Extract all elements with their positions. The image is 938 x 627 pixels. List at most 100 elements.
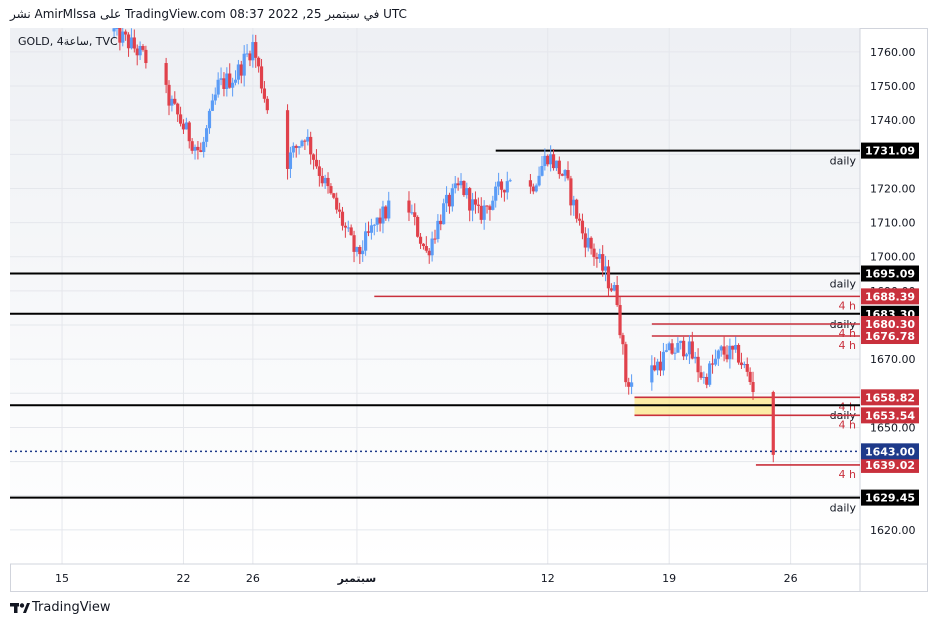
candle-down [352,235,356,252]
candle-up [629,382,634,387]
candle-up [219,78,223,80]
candle-down [335,197,339,210]
candle-up [563,170,567,176]
price-tag-bg [861,288,919,305]
candle-up [716,350,720,359]
candle-up [375,217,379,225]
candle-down [135,48,139,56]
current-price-tag: 1643.00 [861,443,919,460]
candle-down [601,254,605,271]
candle-up [193,146,197,151]
h4-label: 4 h [839,418,856,431]
candle-down [722,346,726,355]
candle-up [598,254,602,259]
candle-up [204,128,209,142]
candle-down [627,382,631,387]
price-tag: 1676.78 [861,328,919,345]
candle-up [661,351,666,371]
candle-up [470,199,475,211]
candle-down [427,250,431,256]
candle-down [462,180,466,196]
candle-down [311,154,316,160]
candle-up [306,136,310,142]
candle-up [482,205,486,220]
candle-up [508,180,512,182]
candle-down [699,372,703,378]
price-tag: 1695.09 [861,265,919,282]
candle-down [577,218,582,221]
candle-up [453,183,457,189]
candle-up [497,181,501,187]
time-tick-label: 26 [784,572,798,585]
candle-up [233,79,238,83]
candle-up [676,342,680,353]
candle-up [684,354,689,357]
candle-down [439,220,443,225]
candle-up [112,28,116,32]
candle-down [349,227,353,236]
time-tick-label: 22 [176,572,190,585]
daily-label: daily [830,278,857,291]
price-tick-label: 1740.00 [870,114,916,127]
candle-up [465,188,469,196]
price-tag-bg [861,456,919,473]
candle-down [696,356,700,373]
candle-down [329,186,333,194]
candle-up [170,98,174,106]
candle-up [372,224,376,226]
candle-up [687,341,692,355]
price-tag-label: 1676.78 [865,330,915,343]
price-tag-bg [861,328,919,345]
candle-down [589,237,593,249]
candle-down [424,246,428,251]
candle-down [748,371,752,383]
candle-up [138,46,142,56]
candle-down [144,49,148,64]
price-tag: 1639.02 [861,456,919,473]
time-tick-label: 12 [541,572,555,585]
time-tick-label: 19 [662,572,676,585]
candle-down [615,285,619,306]
candle-up [494,186,498,201]
daily-label: daily [830,502,857,515]
candle-up [667,343,671,351]
candle-down [653,365,657,371]
candle-up [213,94,217,101]
candle-down [418,236,423,244]
price-tag: 1629.45 [861,489,919,506]
candle-down [118,28,122,43]
time-tick-label: 26 [246,572,260,585]
candle-down [248,53,252,61]
candle-up [436,220,440,240]
candle-down [326,177,330,187]
candle-down [468,188,472,211]
candle-up [300,140,304,147]
candle-down [528,180,533,187]
tradingview-logo-text: TradingView [32,600,111,615]
price-tag-bg [861,489,919,506]
candle-up [207,110,212,129]
price-tick-label: 1750.00 [870,80,916,93]
candle-up [586,237,590,248]
price-tag-bg [861,265,919,282]
candle-down [196,146,200,151]
candle-down [228,73,232,88]
candle-down [531,186,535,192]
current-price-tag-bg [861,443,919,460]
candle-down [126,34,131,49]
candle-down [739,362,744,366]
candle-down [294,145,298,148]
chart-header: نشر AmirMlssa على TradingView.com 08:37 … [0,0,938,28]
h4-label: 4 h [839,339,856,352]
price-tick-label: 1620.00 [870,524,916,537]
candle-up [549,154,553,165]
candle-up [242,53,246,76]
candle-down [265,98,269,111]
candle-down [499,181,504,190]
candle-down [416,216,420,237]
candle-up [361,250,365,255]
candle-up [387,200,391,219]
candle-up [603,266,608,271]
candle-up [202,141,206,152]
